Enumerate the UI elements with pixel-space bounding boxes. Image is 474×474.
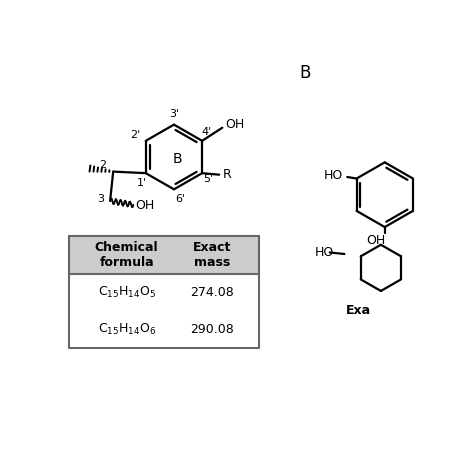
- Text: B: B: [172, 152, 182, 165]
- Text: 6': 6': [175, 194, 185, 204]
- Text: HO: HO: [324, 169, 343, 182]
- Text: 1': 1': [137, 178, 147, 188]
- Text: C$_{15}$H$_{14}$O$_5$: C$_{15}$H$_{14}$O$_5$: [98, 285, 156, 300]
- Text: OH: OH: [366, 235, 385, 247]
- Text: 274.08: 274.08: [190, 286, 234, 299]
- Text: HO: HO: [315, 246, 334, 259]
- Text: Chemical
formula: Chemical formula: [95, 241, 158, 269]
- Text: 2': 2': [130, 130, 141, 140]
- Text: 5': 5': [203, 174, 213, 184]
- Text: OH: OH: [136, 199, 155, 212]
- Text: B: B: [300, 64, 311, 82]
- Text: 4': 4': [201, 127, 212, 137]
- Text: Exact
mass: Exact mass: [193, 241, 231, 269]
- Text: OH: OH: [225, 118, 244, 131]
- Text: 290.08: 290.08: [190, 323, 234, 336]
- Text: 3': 3': [169, 109, 179, 119]
- Text: 3: 3: [97, 194, 104, 204]
- Text: 2: 2: [99, 161, 106, 171]
- Text: C$_{15}$H$_{14}$O$_6$: C$_{15}$H$_{14}$O$_6$: [98, 322, 156, 337]
- Text: R: R: [223, 168, 231, 181]
- Text: Exa: Exa: [346, 304, 371, 317]
- Bar: [69, 236, 259, 274]
